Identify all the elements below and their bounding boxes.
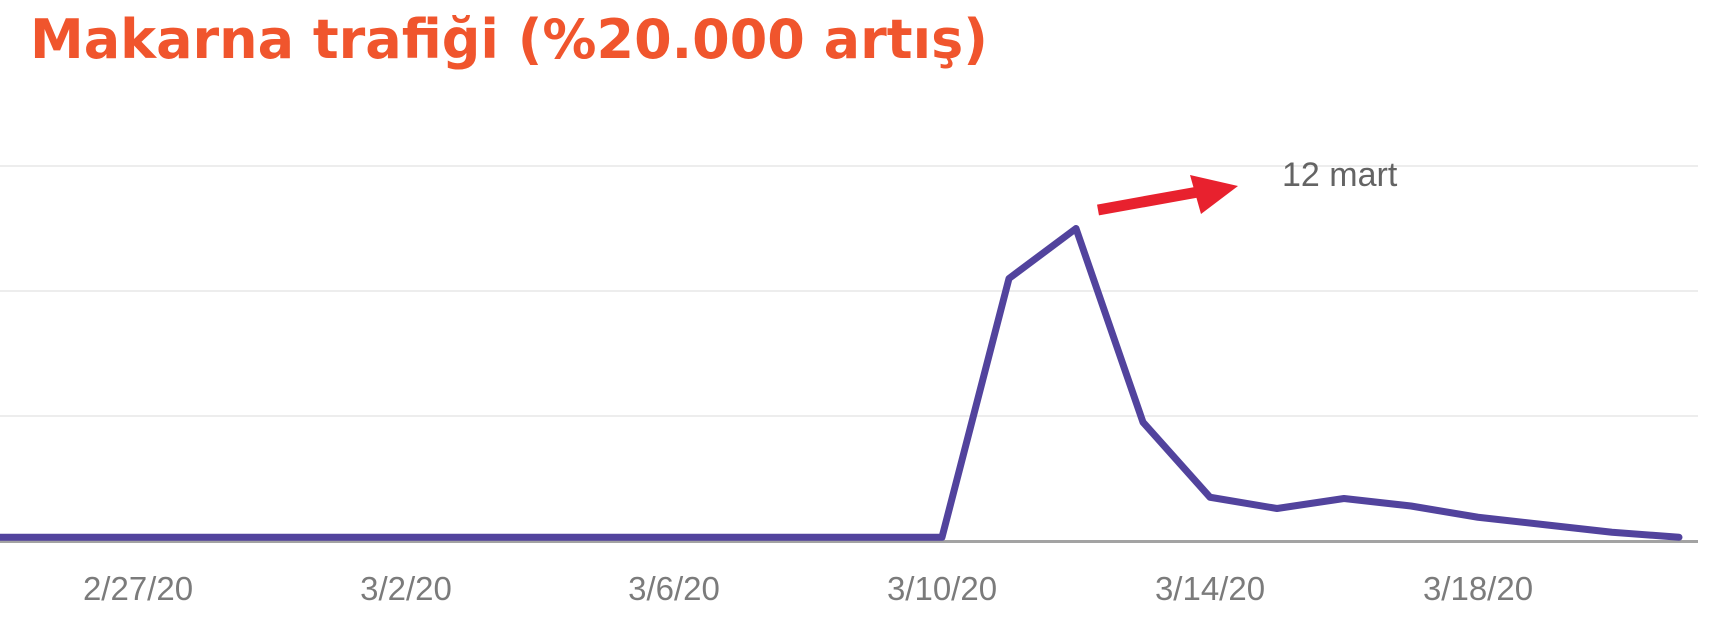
x-axis-tick-label: 2/27/20	[82, 570, 194, 607]
traffic-series-line	[0, 225, 1683, 541]
red-arrow-icon	[1097, 175, 1238, 216]
x-axis-tick-label: 3/6/20	[628, 570, 720, 607]
x-axis-tick-label: 3/18/20	[1422, 570, 1534, 607]
x-axis-tick-label: 3/2/20	[360, 570, 452, 607]
peak-annotation-label: 12 mart	[1282, 156, 1398, 194]
x-axis-tick-label: 3/14/20	[1154, 570, 1266, 607]
horizontal-gridlines	[0, 165, 1698, 417]
chart-title: Makarna trafiği (%20.000 artış)	[30, 8, 988, 71]
x-axis-tick-label: 3/10/20	[886, 570, 998, 607]
